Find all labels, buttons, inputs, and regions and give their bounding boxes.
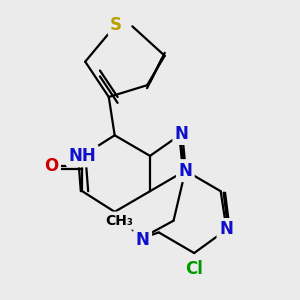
- Text: N: N: [175, 124, 189, 142]
- Text: N: N: [178, 162, 192, 180]
- Text: N: N: [219, 220, 233, 238]
- Text: NH: NH: [68, 147, 96, 165]
- Text: Cl: Cl: [185, 260, 203, 278]
- Text: O: O: [44, 157, 58, 175]
- Text: N: N: [136, 231, 150, 249]
- Text: CH₃: CH₃: [105, 214, 133, 228]
- Text: S: S: [110, 16, 122, 34]
